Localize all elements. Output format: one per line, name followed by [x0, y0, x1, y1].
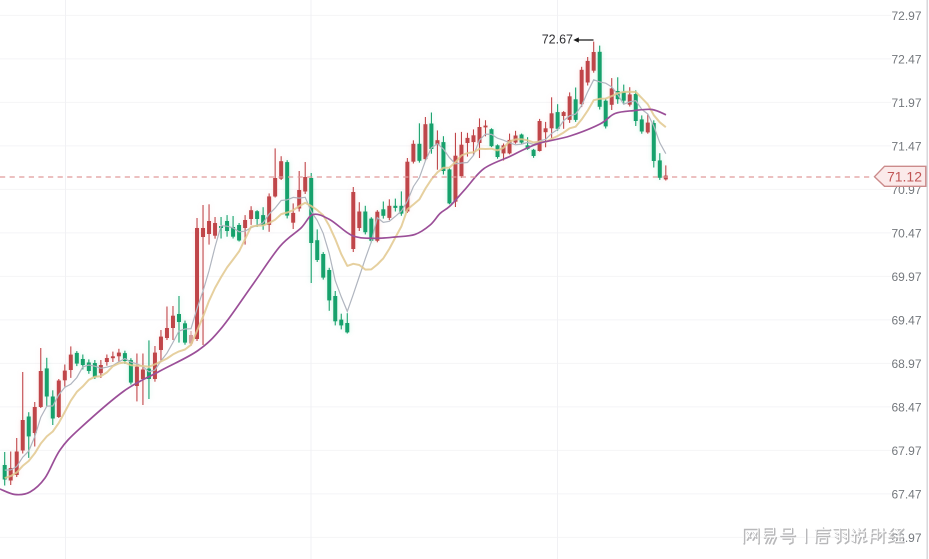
svg-text:72.47: 72.47 — [891, 53, 921, 67]
svg-text:72.67: 72.67 — [542, 33, 573, 47]
svg-text:67.47: 67.47 — [891, 488, 921, 502]
svg-text:71.12: 71.12 — [887, 169, 922, 185]
svg-text:68.47: 68.47 — [891, 401, 921, 415]
svg-text:67.97: 67.97 — [891, 444, 921, 458]
svg-text:69.97: 69.97 — [891, 270, 921, 284]
svg-text:68.97: 68.97 — [891, 357, 921, 371]
svg-text:72.97: 72.97 — [891, 9, 921, 23]
svg-text:71.97: 71.97 — [891, 96, 921, 110]
svg-text:69.47: 69.47 — [891, 314, 921, 328]
svg-text:71.47: 71.47 — [891, 140, 921, 154]
svg-text:70.47: 70.47 — [891, 227, 921, 241]
